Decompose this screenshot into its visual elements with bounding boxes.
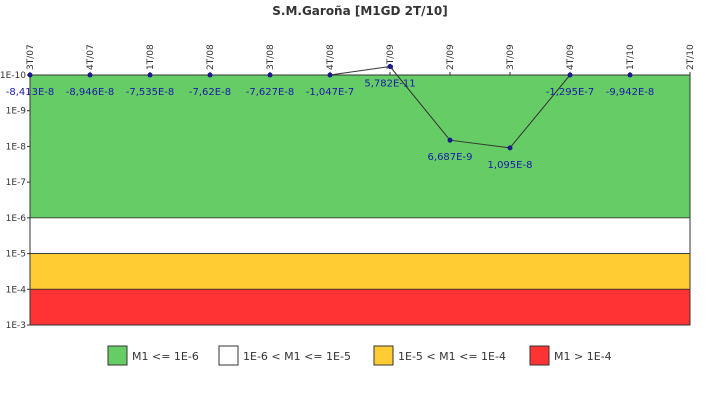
x-tick-label: 2T/10 — [686, 44, 696, 70]
data-label: 5,782E-11 — [364, 79, 415, 90]
y-tick-label: 1E-3 — [6, 321, 26, 331]
data-label: -1,047E-7 — [306, 87, 355, 98]
legend-swatch — [107, 345, 128, 366]
data-label: -9,942E-8 — [606, 87, 655, 98]
y-tick-label: 1E-7 — [6, 178, 26, 188]
x-tick-label: 4T/08 — [326, 44, 336, 70]
x-tick-label: 1T/08 — [146, 44, 156, 70]
band-1 — [29, 217, 691, 254]
y-tick-label: 1E-9 — [6, 107, 27, 117]
plot-frame — [29, 74, 691, 326]
band-2 — [29, 253, 691, 290]
x-tick-label: 3T/09 — [506, 44, 516, 70]
legend-swatch — [373, 345, 394, 366]
data-label: 1,095E-8 — [488, 160, 533, 171]
series-line-segment — [509, 74, 571, 149]
x-tick-label: 4T/09 — [566, 44, 576, 70]
data-point — [447, 137, 453, 143]
series-line-segment — [329, 66, 391, 76]
series-line-segment — [389, 66, 451, 141]
data-point — [87, 72, 93, 78]
x-tick-label: 3T/07 — [26, 44, 36, 70]
data-point — [567, 72, 573, 78]
data-point — [147, 72, 153, 78]
data-point — [207, 72, 213, 78]
data-label: -7,535E-8 — [126, 87, 175, 98]
data-label: -8,413E-8 — [6, 87, 55, 98]
y-tick-label: 1E-10 — [0, 71, 26, 81]
data-label: -7,62E-8 — [189, 87, 231, 98]
legend-label: M1 > 1E-4 — [554, 350, 612, 363]
legend-label: 1E-6 < M1 <= 1E-5 — [243, 350, 351, 363]
x-tick-label: 3T/08 — [266, 44, 276, 70]
legend-swatch — [218, 345, 239, 366]
legend-label: 1E-5 < M1 <= 1E-4 — [398, 350, 506, 363]
data-label: -7,627E-8 — [246, 87, 295, 98]
data-point — [327, 72, 333, 78]
y-tick-label: 1E-8 — [6, 142, 27, 152]
y-tick-label: 1E-5 — [6, 250, 26, 260]
x-tick-label: 2T/08 — [206, 44, 216, 70]
band-0 — [29, 74, 691, 219]
data-point — [507, 145, 513, 151]
y-tick-label: 1E-6 — [6, 214, 27, 224]
x-tick-label: 2T/09 — [446, 44, 456, 70]
data-point — [387, 64, 393, 70]
x-tick-label: 1T/10 — [626, 44, 636, 70]
x-tick-label: 4T/07 — [86, 44, 96, 70]
y-tick-label: 1E-4 — [6, 285, 27, 295]
x-tick-label: 1T/09 — [386, 44, 396, 70]
data-label: 6,687E-9 — [428, 152, 473, 163]
chart-title: S.M.Garoña [M1GD 2T/10] — [272, 4, 448, 18]
data-point — [627, 72, 633, 78]
data-point — [27, 72, 33, 78]
series-line-segment — [449, 139, 511, 149]
data-point — [267, 72, 273, 78]
data-label: -1,295E-7 — [546, 87, 595, 98]
legend-swatch — [529, 345, 550, 366]
data-label: -8,946E-8 — [66, 87, 115, 98]
legend-label: M1 <= 1E-6 — [132, 350, 199, 363]
band-3 — [29, 288, 691, 326]
